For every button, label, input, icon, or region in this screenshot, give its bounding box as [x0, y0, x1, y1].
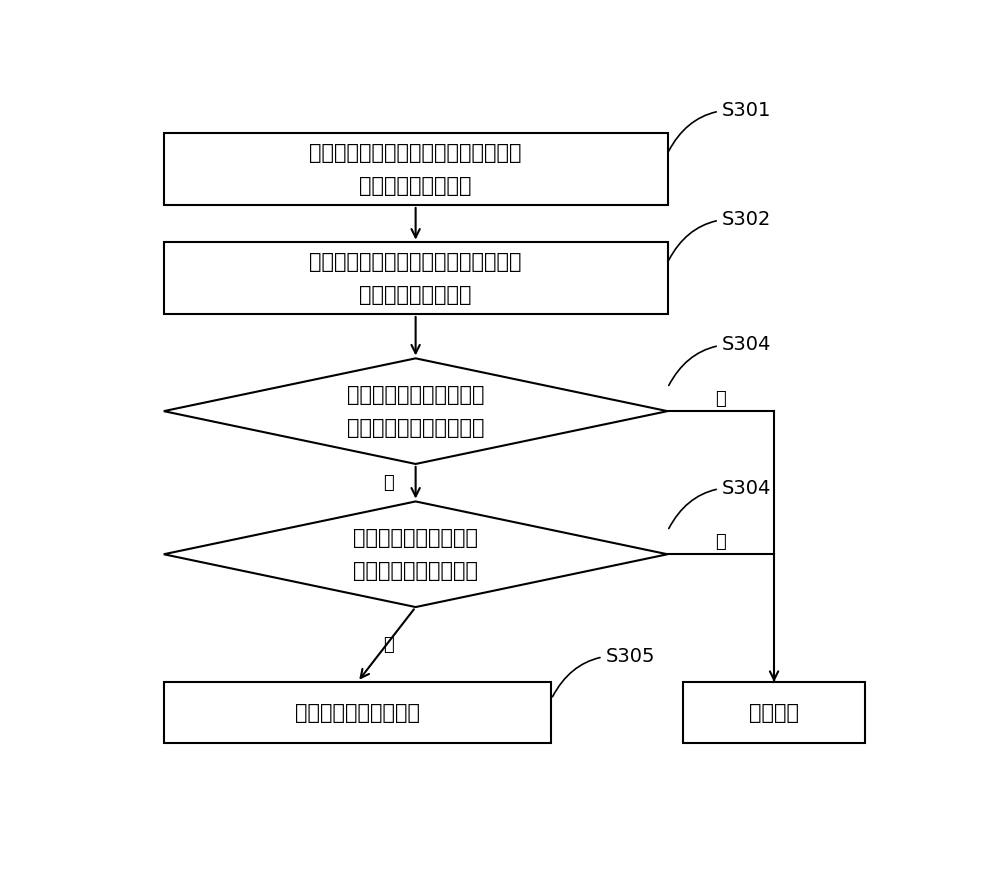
FancyBboxPatch shape — [164, 134, 668, 205]
Text: 流程结束: 流程结束 — [749, 703, 799, 723]
Text: S304: S304 — [669, 335, 771, 386]
FancyBboxPatch shape — [683, 682, 865, 743]
Text: 是: 是 — [383, 635, 394, 653]
Text: 获取空调所处空间的第一室内湿度值，
确定第一室内含湿量: 获取空调所处空间的第一室内湿度值， 确定第一室内含湿量 — [309, 142, 522, 196]
Text: 判断第一室内含湿量是
否大于第一室外含湿量: 判断第一室内含湿量是 否大于第一室外含湿量 — [353, 527, 478, 581]
Text: 获取空调所处空间的第一室外湿度值，
确定第一室外含湿量: 获取空调所处空间的第一室外湿度值， 确定第一室外含湿量 — [309, 252, 522, 304]
Text: S302: S302 — [669, 210, 771, 260]
Text: 否: 否 — [715, 533, 726, 551]
Text: S305: S305 — [553, 647, 655, 696]
Text: 判断第一室内湿度值是否
大于预设的凝露湿度阈值: 判断第一室内湿度值是否 大于预设的凝露湿度阈值 — [347, 385, 484, 437]
Text: 否: 否 — [715, 390, 726, 408]
Text: 是: 是 — [383, 473, 394, 492]
Text: S304: S304 — [669, 479, 771, 528]
FancyBboxPatch shape — [164, 682, 551, 743]
Polygon shape — [164, 502, 668, 607]
FancyBboxPatch shape — [164, 242, 668, 314]
Polygon shape — [164, 358, 668, 464]
Text: 控制空调运行新风模式: 控制空调运行新风模式 — [295, 703, 420, 723]
Text: S301: S301 — [669, 101, 771, 151]
